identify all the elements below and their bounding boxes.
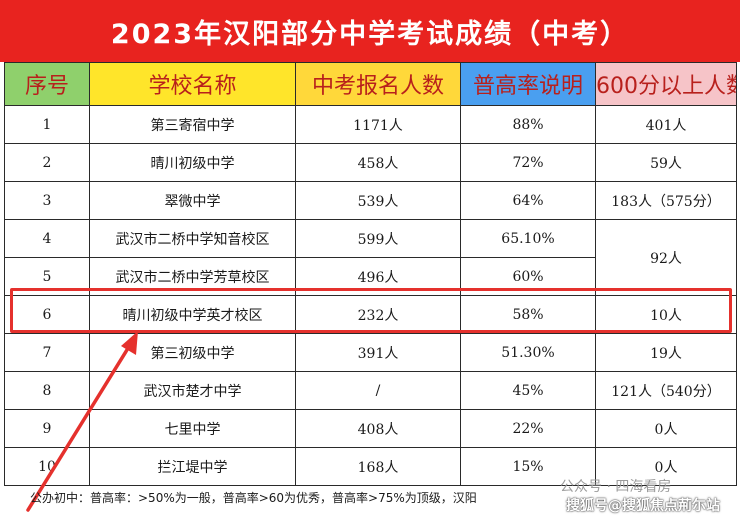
- cell-count: 539人: [295, 181, 461, 220]
- header-seq: 序号: [4, 62, 90, 106]
- table-row: 2 晴川初级中学 458人 72% 59人: [4, 143, 737, 182]
- table-row: 1 第三寄宿中学 1171人 88% 401人: [4, 105, 737, 144]
- table-row: 9 七里中学 408人 22% 0人: [4, 409, 737, 448]
- cell-rate: 64%: [460, 181, 596, 220]
- cell-seq: 4: [4, 219, 90, 258]
- cell-rate: 51.30%: [460, 333, 596, 372]
- header-count: 中考报名人数: [295, 62, 461, 106]
- cell-school: 武汉市二桥中学芳草校区: [89, 257, 296, 296]
- cell-count: 458人: [295, 143, 461, 182]
- cell-school: 晴川初级中学: [89, 143, 296, 182]
- cell-over600: 0人: [595, 409, 737, 448]
- cell-count: 408人: [295, 409, 461, 448]
- cell-rate: 72%: [460, 143, 596, 182]
- footnote: 公办初中：普高率：>50%为一般，普高率>60为优秀，普高率>75%为顶级，汉阳: [30, 491, 477, 505]
- cell-count: 599人: [295, 219, 461, 258]
- cell-seq: 8: [4, 371, 90, 410]
- cell-count: 232人: [295, 295, 461, 334]
- cell-school: 翠微中学: [89, 181, 296, 220]
- results-table: 序号 学校名称 中考报名人数 普高率说明 600分以上人数 1 第三寄宿中学 1…: [4, 62, 737, 486]
- table-row: 8 武汉市楚才中学 / 45% 121人（540分）: [4, 371, 737, 410]
- cell-over600: 183人（575分）: [595, 181, 737, 220]
- cell-over600: 59人: [595, 143, 737, 182]
- cell-count: 496人: [295, 257, 461, 296]
- cell-school: 武汉市二桥中学知音校区: [89, 219, 296, 258]
- cell-seq: 7: [4, 333, 90, 372]
- cell-rate: 88%: [460, 105, 596, 144]
- table-row-highlighted: 6 晴川初级中学英才校区 232人 58% 10人: [4, 295, 737, 334]
- cell-rate: 15%: [460, 447, 596, 486]
- cell-over600: 10人: [595, 295, 737, 334]
- table-row: 7 第三初级中学 391人 51.30% 19人: [4, 333, 737, 372]
- cell-seq: 9: [4, 409, 90, 448]
- cell-rate: 60%: [460, 257, 596, 296]
- cell-over600: 0人: [595, 447, 737, 486]
- cell-school: 七里中学: [89, 409, 296, 448]
- cell-seq: 2: [4, 143, 90, 182]
- cell-over600-merged: 92人: [595, 219, 737, 296]
- cell-over600: 401人: [595, 105, 737, 144]
- cell-seq: 10: [4, 447, 90, 486]
- cell-school: 第三初级中学: [89, 333, 296, 372]
- cell-seq: 3: [4, 181, 90, 220]
- page-title: 2023年汉阳部分中学考试成绩（中考）: [110, 18, 630, 50]
- cell-school: 晴川初级中学英才校区: [89, 295, 296, 334]
- cell-school: 拦江堤中学: [89, 447, 296, 486]
- cell-count: 1171人: [295, 105, 461, 144]
- cell-count: 168人: [295, 447, 461, 486]
- watermark: 公众号 · 四海看房: [560, 479, 672, 495]
- cell-seq: 5: [4, 257, 90, 296]
- header-row: 序号 学校名称 中考报名人数 普高率说明 600分以上人数: [4, 62, 737, 106]
- cell-rate: 22%: [460, 409, 596, 448]
- cell-seq: 6: [4, 295, 90, 334]
- cell-over600: 19人: [595, 333, 737, 372]
- watermark-credit: 搜狐号@搜狐焦点荊尓站: [566, 498, 720, 514]
- header-rate: 普高率说明: [460, 62, 596, 106]
- table-row: 4 武汉市二桥中学知音校区 599人 65.10% 92人: [4, 219, 737, 296]
- cell-rate: 45%: [460, 371, 596, 410]
- cell-rate: 58%: [460, 295, 596, 334]
- cell-school: 武汉市楚才中学: [89, 371, 296, 410]
- cell-count: /: [295, 371, 461, 410]
- cell-rate: 65.10%: [460, 219, 596, 258]
- header-over600: 600分以上人数: [595, 62, 737, 106]
- cell-school: 第三寄宿中学: [89, 105, 296, 144]
- table-row: 3 翠微中学 539人 64% 183人（575分）: [4, 181, 737, 220]
- cell-count: 391人: [295, 333, 461, 372]
- cell-over600: 121人（540分）: [595, 371, 737, 410]
- title-bar: 2023年汉阳部分中学考试成绩（中考）: [0, 0, 740, 62]
- cell-seq: 1: [4, 105, 90, 144]
- header-school: 学校名称: [89, 62, 296, 106]
